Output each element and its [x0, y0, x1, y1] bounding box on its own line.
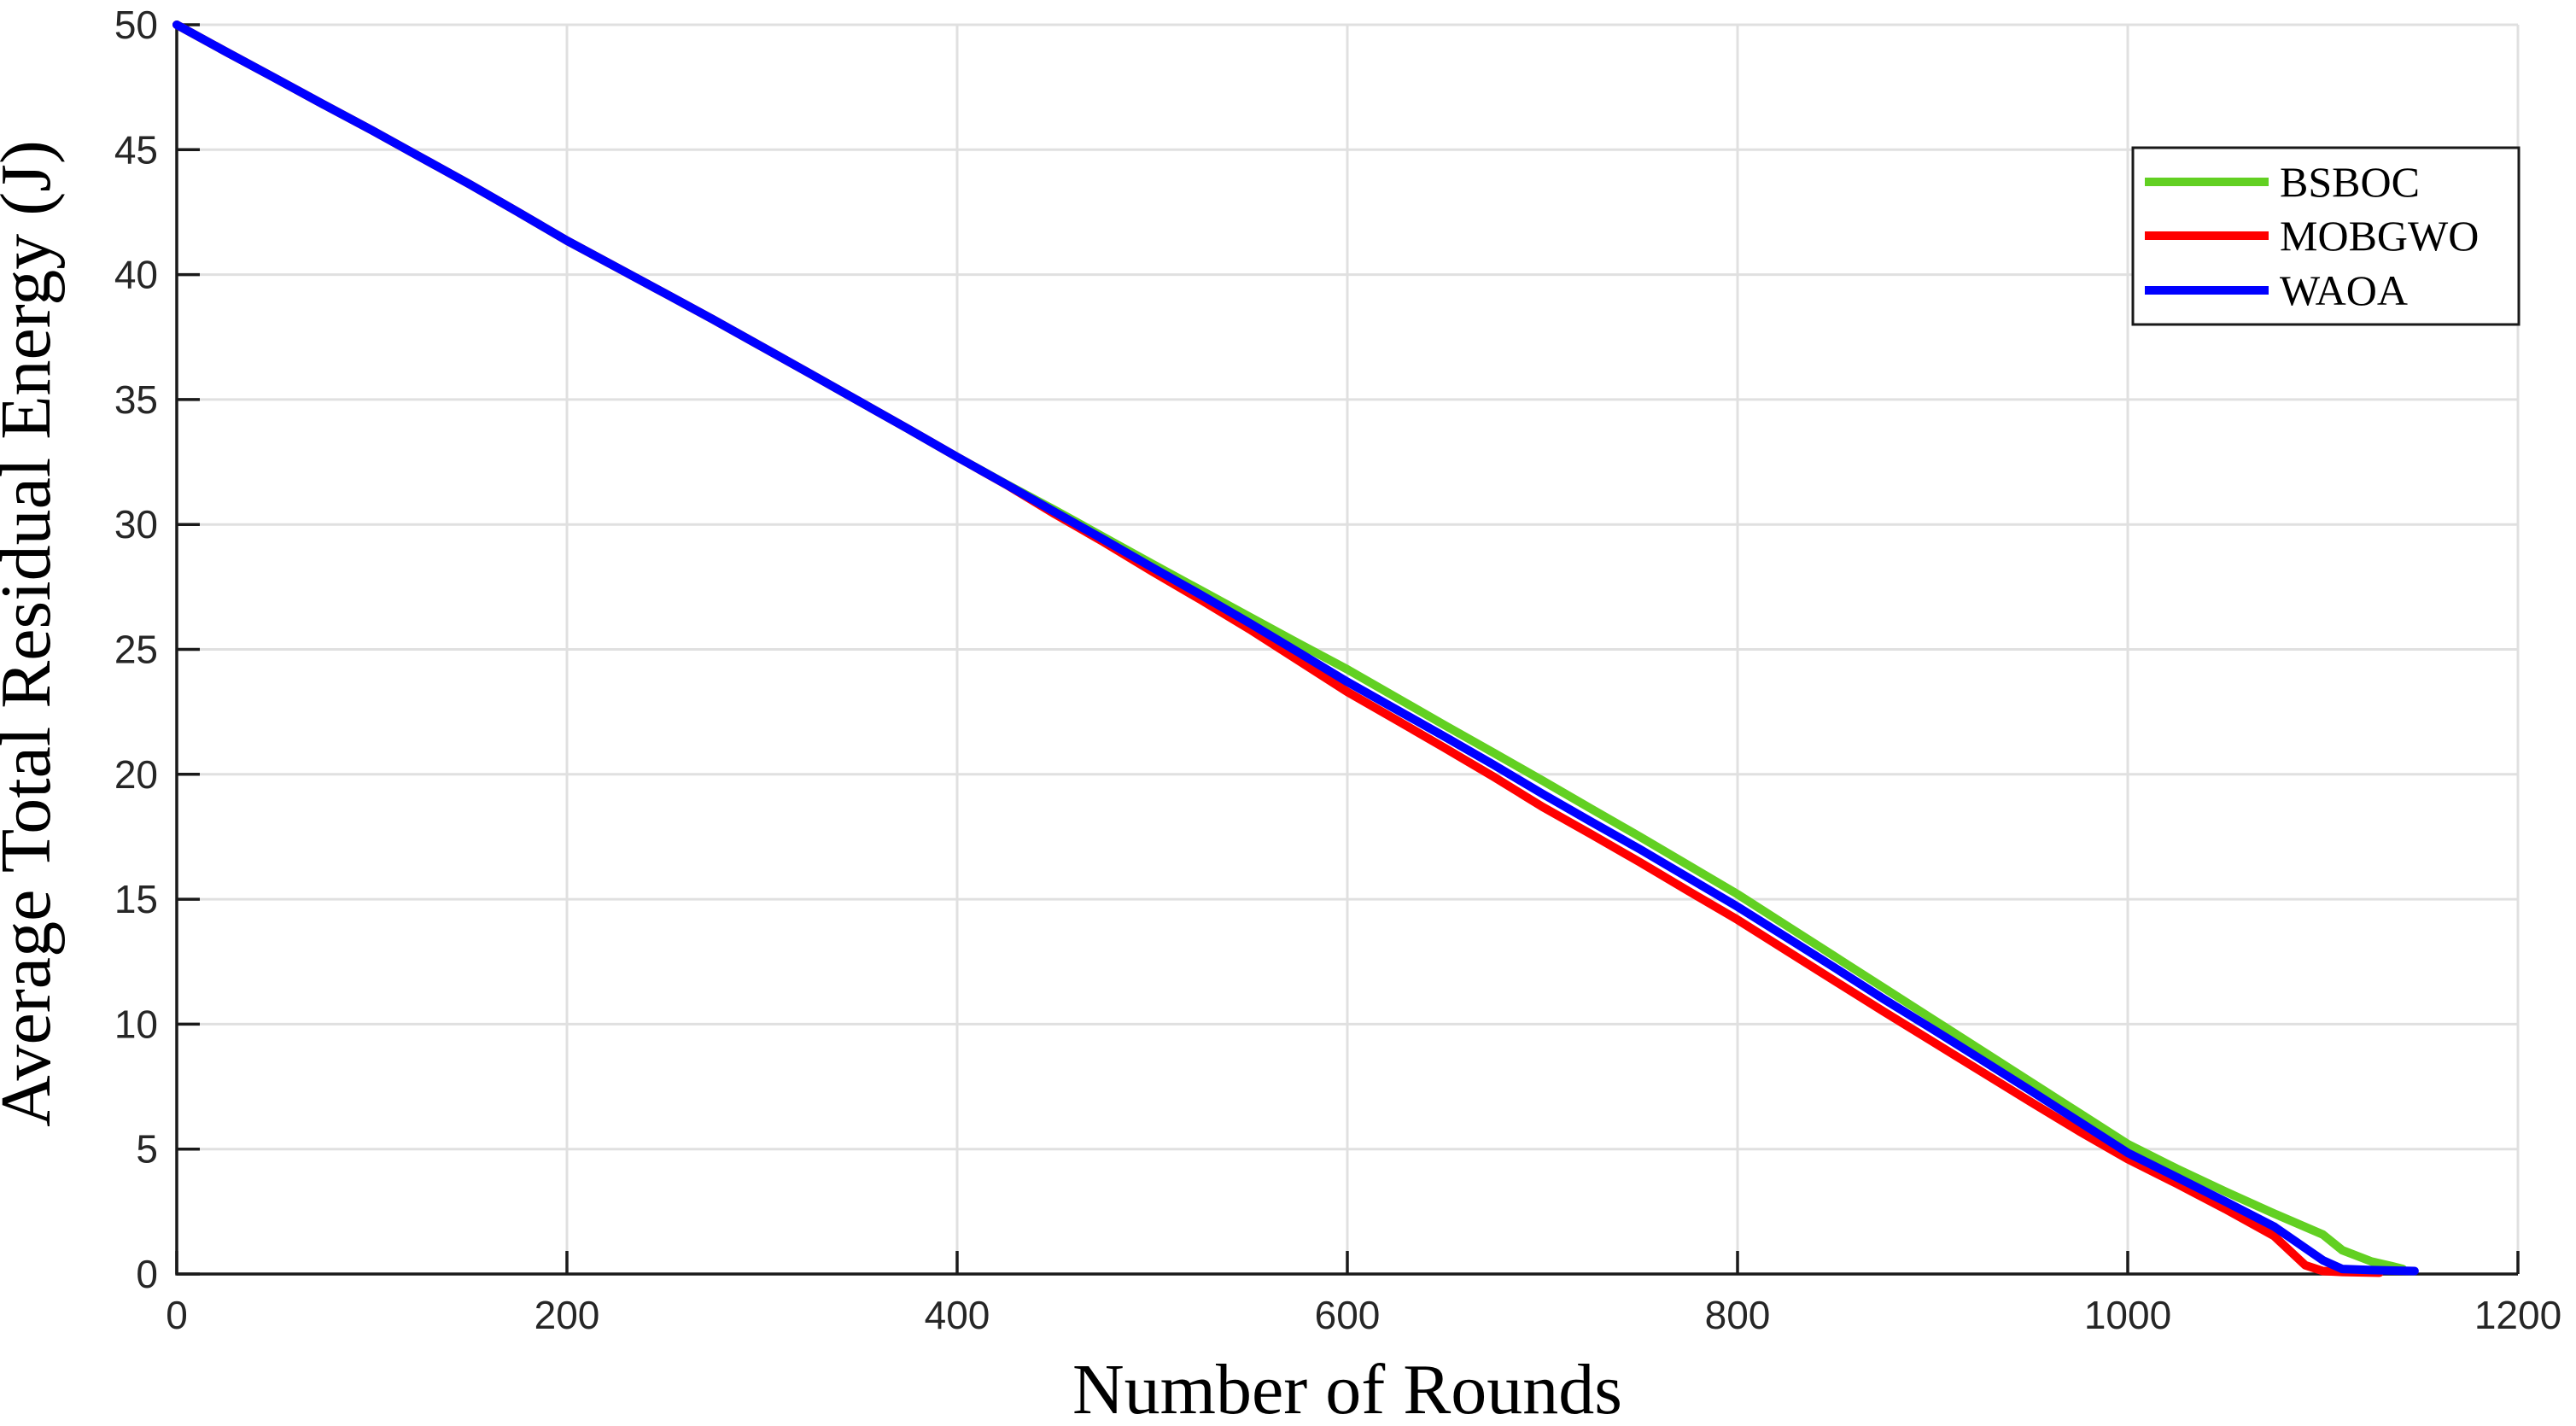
y-tick-label-30: 30 [114, 502, 158, 546]
legend-label-waoa: WAOA [2280, 266, 2408, 314]
x-tick-label-1200: 1200 [2474, 1293, 2561, 1337]
legend-item-bsboc: BSBOC [2145, 158, 2420, 206]
x-tick-label-1000: 1000 [2084, 1293, 2171, 1337]
series-line-waoa [172, 20, 2419, 1276]
legend-label-bsboc: BSBOC [2280, 158, 2420, 206]
y-tick-label-20: 20 [114, 752, 158, 797]
y-tick-label-40: 40 [114, 253, 158, 297]
x-tick-label-200: 200 [534, 1293, 600, 1337]
x-tick-label-600: 600 [1315, 1293, 1381, 1337]
y-tick-label-25: 25 [114, 628, 158, 672]
y-tick-label-45: 45 [114, 127, 158, 172]
tick-labels: 0 200 400 600 800 1000 1200 0 5 10 15 20 25 30 35 40 45 5… [114, 3, 2561, 1337]
x-tick-label-800: 800 [1705, 1293, 1771, 1337]
x-tick-label-400: 400 [925, 1293, 990, 1337]
series-lines [172, 20, 2419, 1277]
y-tick-label-50: 50 [114, 3, 158, 47]
y-tick-label-15: 15 [114, 877, 158, 921]
axis-spines-and-ticks [175, 23, 2520, 1276]
y-tick-label-5: 5 [136, 1127, 158, 1172]
legend: BSBOC MOBGWO WAOA [2131, 146, 2521, 326]
x-tick-label-0: 0 [166, 1293, 188, 1337]
y-axis-label: Average Total Residual Energy (J) [0, 140, 66, 1127]
y-tick-label-0: 0 [136, 1252, 158, 1296]
legend-item-mobgwo: MOBGWO [2145, 212, 2479, 260]
legend-label-mobgwo: MOBGWO [2280, 212, 2479, 260]
y-tick-label-10: 10 [114, 1002, 158, 1046]
legend-item-waoa: WAOA [2145, 266, 2408, 314]
x-axis-label: Number of Rounds [1072, 1350, 1622, 1426]
y-tick-label-35: 35 [114, 377, 158, 422]
